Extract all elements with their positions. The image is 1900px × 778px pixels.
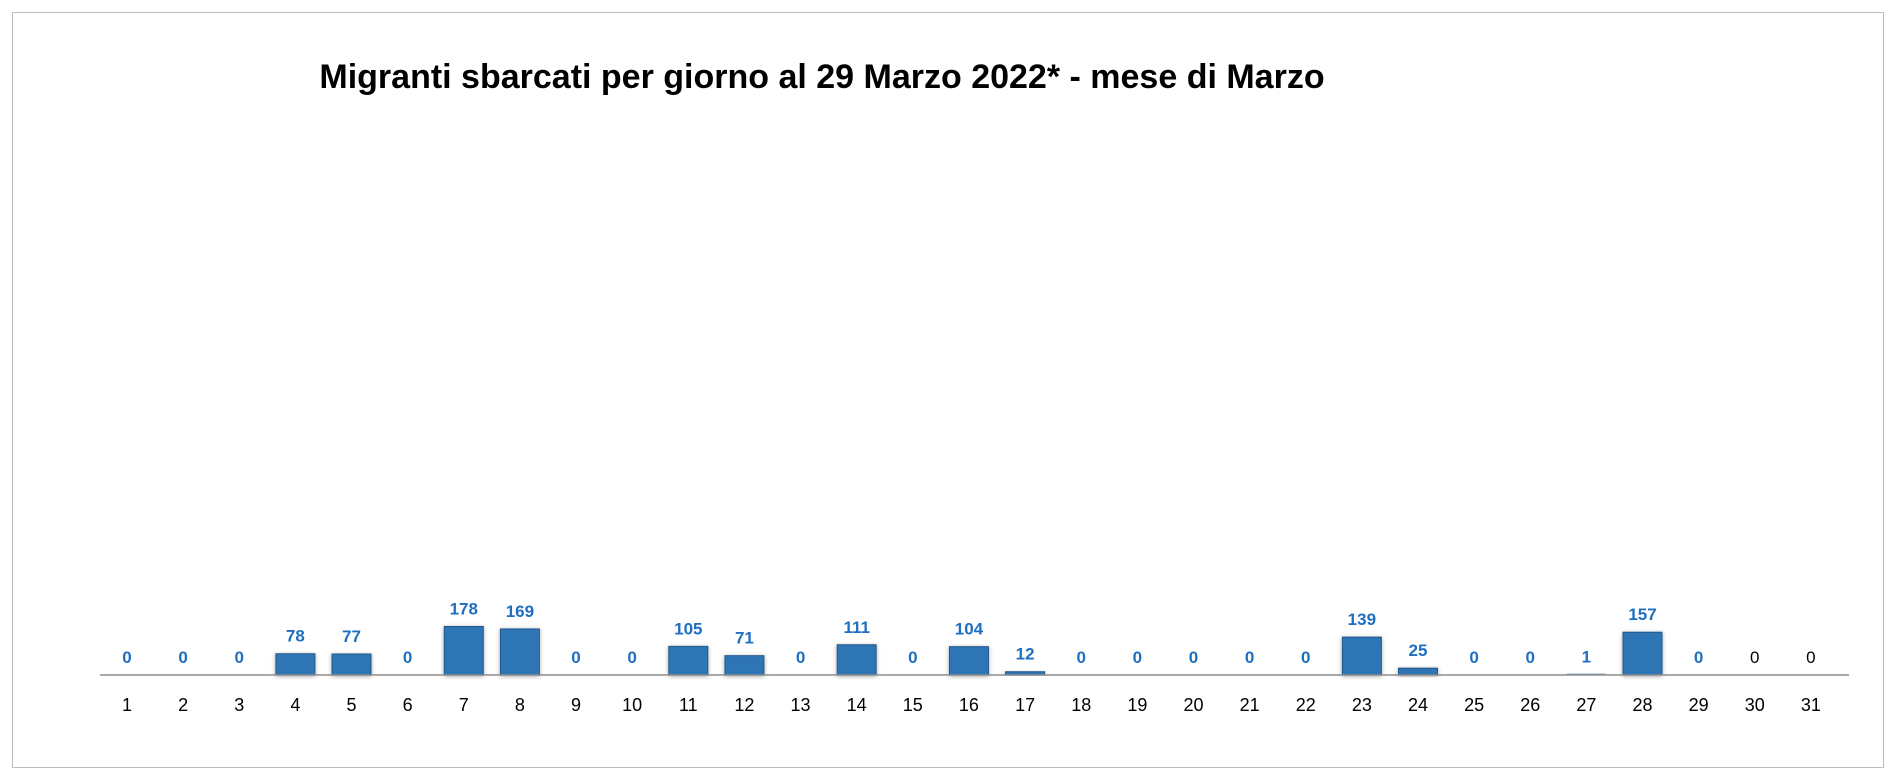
data-label-day-18: 0 <box>1076 648 1085 667</box>
x-tick-label: 14 <box>847 695 867 715</box>
data-label-day-13: 0 <box>796 648 805 667</box>
x-tick-label: 18 <box>1071 695 1091 715</box>
x-tick-label: 12 <box>734 695 754 715</box>
data-label-day-25: 0 <box>1469 648 1478 667</box>
x-tick-label: 15 <box>903 695 923 715</box>
bar-day-7 <box>443 625 484 676</box>
x-tick-label: 7 <box>459 695 469 715</box>
data-label-day-2: 0 <box>178 648 187 667</box>
data-label-day-20: 0 <box>1189 648 1198 667</box>
data-label-day-31: 0 <box>1806 648 1815 667</box>
x-tick-label: 5 <box>347 695 357 715</box>
x-tick-label: 3 <box>234 695 244 715</box>
data-label-day-1: 0 <box>122 648 131 667</box>
bar-day-5 <box>331 653 372 676</box>
x-tick-label: 9 <box>571 695 581 715</box>
x-tick-label: 23 <box>1352 695 1372 715</box>
bar-day-12 <box>724 655 765 676</box>
bar-day-28 <box>1622 631 1663 676</box>
data-label-day-4: 78 <box>286 627 305 646</box>
bar-day-24 <box>1397 667 1438 676</box>
x-tick-label: 10 <box>622 695 642 715</box>
data-label-day-17: 12 <box>1016 645 1035 664</box>
x-tick-label: 20 <box>1183 695 1203 715</box>
x-tick-label: 22 <box>1296 695 1316 715</box>
x-tick-label: 21 <box>1240 695 1260 715</box>
bar-day-11 <box>668 645 709 676</box>
data-label-day-28: 157 <box>1628 605 1656 624</box>
x-tick-label: 28 <box>1632 695 1652 715</box>
data-label-day-9: 0 <box>571 648 580 667</box>
x-tick-label: 17 <box>1015 695 1035 715</box>
bar-day-23 <box>1341 636 1382 676</box>
x-tick-label: 27 <box>1576 695 1596 715</box>
bar-day-8 <box>499 628 540 676</box>
x-tick-label: 1 <box>122 695 132 715</box>
x-tick-label: 4 <box>290 695 300 715</box>
x-tick-label: 26 <box>1520 695 1540 715</box>
x-tick-label: 16 <box>959 695 979 715</box>
bar-day-14 <box>836 644 877 676</box>
data-label-day-7: 178 <box>450 599 478 618</box>
data-label-day-27: 1 <box>1582 648 1591 667</box>
data-label-day-6: 0 <box>403 648 412 667</box>
bar-day-16 <box>948 646 989 676</box>
x-tick-label: 13 <box>791 695 811 715</box>
data-label-day-11: 105 <box>674 619 702 638</box>
data-label-day-15: 0 <box>908 648 917 667</box>
x-tick-label: 25 <box>1464 695 1484 715</box>
x-tick-label: 31 <box>1801 695 1821 715</box>
data-label-day-30: 0 <box>1750 648 1759 667</box>
data-label-day-21: 0 <box>1245 648 1254 667</box>
data-label-day-10: 0 <box>627 648 636 667</box>
data-label-day-29: 0 <box>1694 648 1703 667</box>
x-tick-label: 8 <box>515 695 525 715</box>
x-tick-label: 2 <box>178 695 188 715</box>
data-label-day-3: 0 <box>235 648 244 667</box>
chart-title: Migranti sbarcati per giorno al 29 Marzo… <box>319 58 1325 96</box>
x-tick-label: 19 <box>1127 695 1147 715</box>
data-label-day-26: 0 <box>1526 648 1535 667</box>
data-label-day-24: 25 <box>1409 641 1428 660</box>
x-tick-label: 11 <box>679 695 698 715</box>
data-label-day-5: 77 <box>342 627 361 646</box>
x-tick-label: 6 <box>403 695 413 715</box>
data-label-day-8: 169 <box>506 602 534 621</box>
bar-day-4 <box>275 653 316 676</box>
data-label-day-12: 71 <box>735 629 754 648</box>
data-label-day-16: 104 <box>955 620 984 639</box>
data-label-day-19: 0 <box>1133 648 1142 667</box>
data-label-day-23: 139 <box>1348 610 1376 629</box>
x-tick-label: 30 <box>1745 695 1765 715</box>
chart-frame <box>12 12 1884 768</box>
x-tick-label: 24 <box>1408 695 1428 715</box>
data-label-day-14: 111 <box>843 618 870 637</box>
data-label-day-22: 0 <box>1301 648 1310 667</box>
x-tick-label: 29 <box>1689 695 1709 715</box>
